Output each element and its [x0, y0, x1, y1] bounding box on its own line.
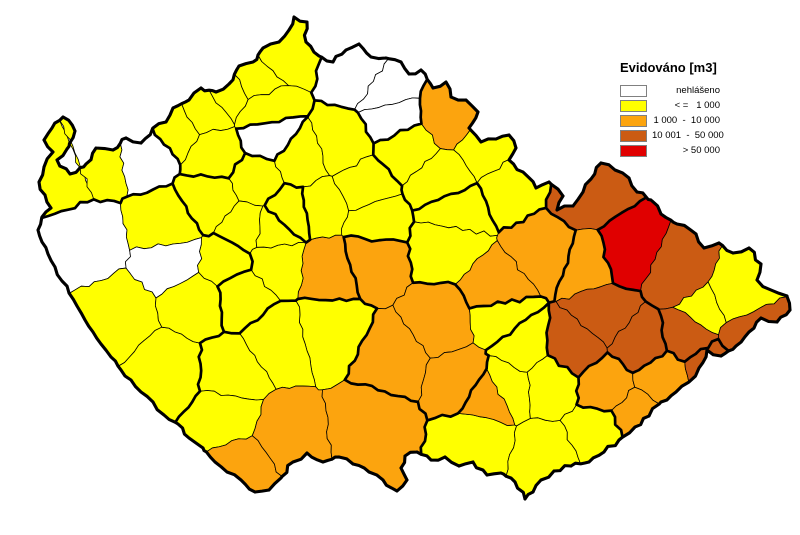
region-borders — [40, 55, 730, 456]
legend-label: nehlášeno — [676, 85, 720, 96]
legend-title: Evidováno [m3] — [620, 60, 717, 75]
legend-row: 1 000 - 10 000 — [620, 114, 720, 127]
legend: Evidováno [m3] nehlášeno < = 1 000 1 000 -… — [620, 60, 724, 159]
legend-label: > 50 000 — [682, 145, 720, 156]
legend-row: > 50 000 — [620, 144, 720, 157]
legend-row: < = 1 000 — [620, 99, 720, 112]
legend-swatch-le_1000 — [620, 99, 647, 112]
legend-row: 10 001 - 50 000 — [620, 129, 724, 142]
legend-label: 1 000 - 10 000 — [653, 115, 720, 126]
country-border — [36, 15, 792, 501]
legend-swatch-gt_50k — [620, 144, 647, 157]
legend-swatch-k1_10k — [620, 114, 647, 127]
legend-rows: nehlášeno < = 1 000 1 000 - 10 000 10 001 -… — [620, 84, 724, 157]
legend-row: nehlášeno — [620, 84, 720, 97]
legend-label: 10 001 - 50 000 — [652, 130, 724, 141]
legend-label: < = 1 000 — [674, 100, 720, 111]
legend-swatch-none — [620, 84, 647, 97]
legend-swatch-k10_50k — [620, 129, 647, 142]
